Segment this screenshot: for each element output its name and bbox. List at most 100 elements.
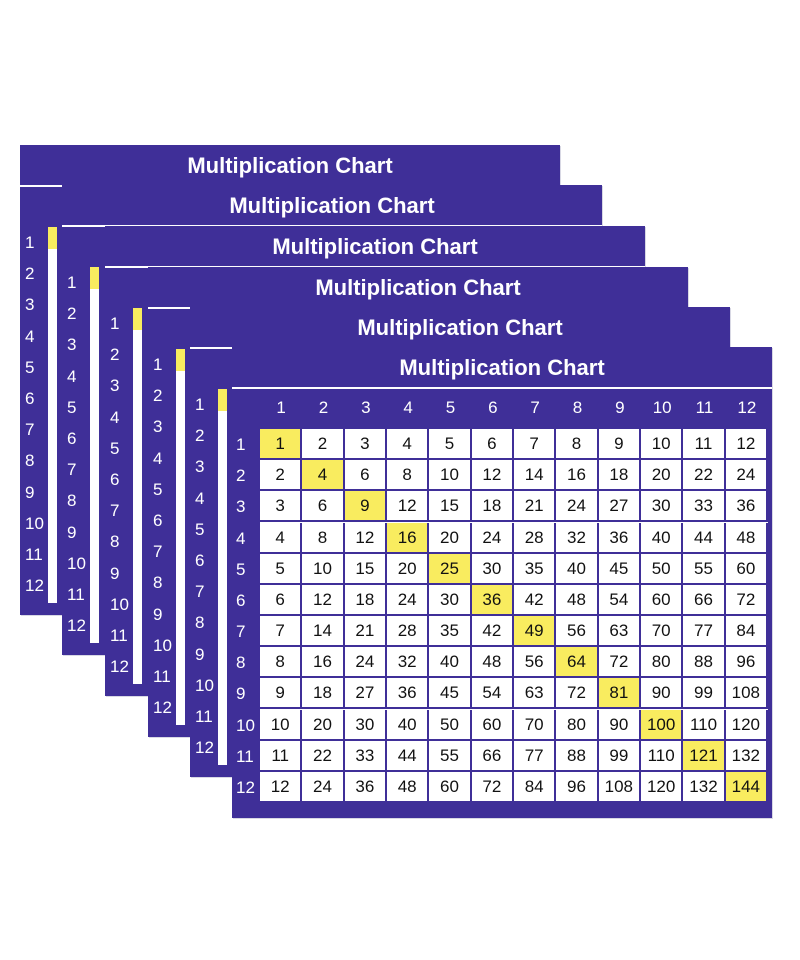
- table-cell: 84: [725, 616, 768, 648]
- table-cell: 42: [514, 584, 557, 616]
- table-cell: 5: [260, 553, 303, 585]
- row-number: 12: [25, 576, 44, 596]
- table-cell: 56: [556, 616, 599, 648]
- row-number: 11: [67, 584, 85, 604]
- table-cell: 12: [387, 491, 430, 523]
- table-edge: [176, 349, 185, 725]
- row-number: 2: [110, 345, 120, 365]
- table-cell: 10: [260, 709, 303, 741]
- square-cell: 36: [471, 584, 514, 616]
- table-cell: 40: [429, 647, 472, 679]
- row-number: 6: [67, 428, 77, 448]
- table-cell: 63: [598, 616, 641, 648]
- table-cell: 28: [387, 616, 430, 648]
- row-number: 8: [153, 573, 163, 593]
- row-number: 6: [25, 388, 35, 408]
- row-number: 12: [195, 738, 214, 758]
- row-number: 2: [67, 304, 77, 324]
- table-cell: 27: [344, 678, 387, 710]
- table-cell: 12: [302, 584, 345, 616]
- table-cell: 40: [556, 553, 599, 585]
- table-cell: 44: [683, 522, 726, 554]
- column-header: 11: [695, 398, 714, 417]
- row-number: 1: [153, 355, 163, 374]
- table-cell: 6: [302, 491, 345, 523]
- square-cell: 100: [641, 709, 684, 741]
- row-number: 4: [195, 488, 205, 508]
- row-number: 5: [153, 479, 163, 499]
- row-number: 9: [195, 644, 205, 664]
- table-cell: 3: [344, 429, 387, 461]
- table-cell: 24: [344, 647, 387, 679]
- chart-title: Multiplication Chart: [232, 347, 772, 389]
- table-cell: 50: [641, 553, 684, 585]
- table-cell: 12: [260, 771, 303, 803]
- table-cell: 8: [302, 522, 345, 554]
- table-cell: 11: [260, 740, 303, 772]
- square-cell: 81: [598, 678, 641, 710]
- table-cell: 70: [514, 709, 557, 741]
- table-cell: 12: [725, 429, 768, 461]
- row-number: 2: [153, 386, 163, 406]
- row-number: 11: [195, 706, 213, 726]
- table-cell: 60: [725, 553, 768, 585]
- table-cell: 110: [683, 709, 726, 741]
- front-chart-card: Multiplication Chart 1 2 3 4 5 6 7 8 9 10 11 12 1 2 3 4 5…: [232, 347, 772, 818]
- table-cell: 24: [302, 771, 345, 803]
- table-cell: 33: [344, 740, 387, 772]
- row-number: 3: [67, 335, 77, 355]
- table-cell: 7: [514, 429, 557, 461]
- row-number: 12: [153, 698, 172, 718]
- table-cell: 20: [429, 522, 472, 554]
- table-cell: 132: [683, 771, 726, 803]
- table-cell: 48: [725, 522, 768, 554]
- table-cell: 36: [598, 522, 641, 554]
- table-cell: 48: [387, 771, 430, 803]
- table-cell: 132: [725, 740, 768, 772]
- row-number: 10: [67, 553, 86, 573]
- table-cell: 6: [260, 584, 303, 616]
- row-number: 11: [110, 625, 128, 645]
- row-number: 10: [110, 594, 129, 614]
- row-header: 7: [236, 622, 246, 641]
- table-cell: 4: [260, 522, 303, 554]
- square-cell: 9: [344, 491, 387, 523]
- chart-title: Multiplication Chart: [190, 307, 730, 349]
- table-cell: 32: [387, 647, 430, 679]
- table-cell: 2: [260, 460, 303, 492]
- table-cell: 28: [514, 522, 557, 554]
- row-number: 9: [67, 522, 77, 542]
- column-header: 12: [737, 398, 757, 417]
- row-number: 3: [195, 457, 205, 477]
- row-header: 11: [236, 746, 254, 766]
- table-cell: 84: [514, 771, 557, 803]
- column-header: 9: [615, 398, 625, 417]
- table-cell: 66: [471, 740, 514, 772]
- row-number: 2: [25, 264, 35, 284]
- row-number: 7: [153, 542, 163, 562]
- table-cell: 15: [344, 553, 387, 585]
- row-number: 9: [110, 563, 120, 583]
- table-cell: 88: [683, 647, 726, 679]
- table-cell: 8: [387, 460, 430, 492]
- row-number: 7: [110, 501, 120, 521]
- table-cell: 108: [725, 678, 768, 710]
- table-cell: 6: [344, 460, 387, 492]
- square-cell: 144: [725, 771, 768, 803]
- row-number: 5: [25, 357, 35, 377]
- row-number: 1: [25, 233, 35, 252]
- table-cell: 18: [598, 460, 641, 492]
- table-cell: 16: [556, 460, 599, 492]
- row-number: 8: [195, 613, 205, 633]
- table-cell: 45: [429, 678, 472, 710]
- row-number: 5: [195, 519, 205, 539]
- table-cell: 60: [471, 709, 514, 741]
- table-cell: 48: [556, 584, 599, 616]
- table-cell: 21: [514, 491, 557, 523]
- square-cell: 121: [683, 740, 726, 772]
- table-cell: 40: [387, 709, 430, 741]
- table-cell: 4: [387, 429, 430, 461]
- table-cell: 42: [471, 616, 514, 648]
- table-cell: 24: [471, 522, 514, 554]
- table-cell: 77: [514, 740, 557, 772]
